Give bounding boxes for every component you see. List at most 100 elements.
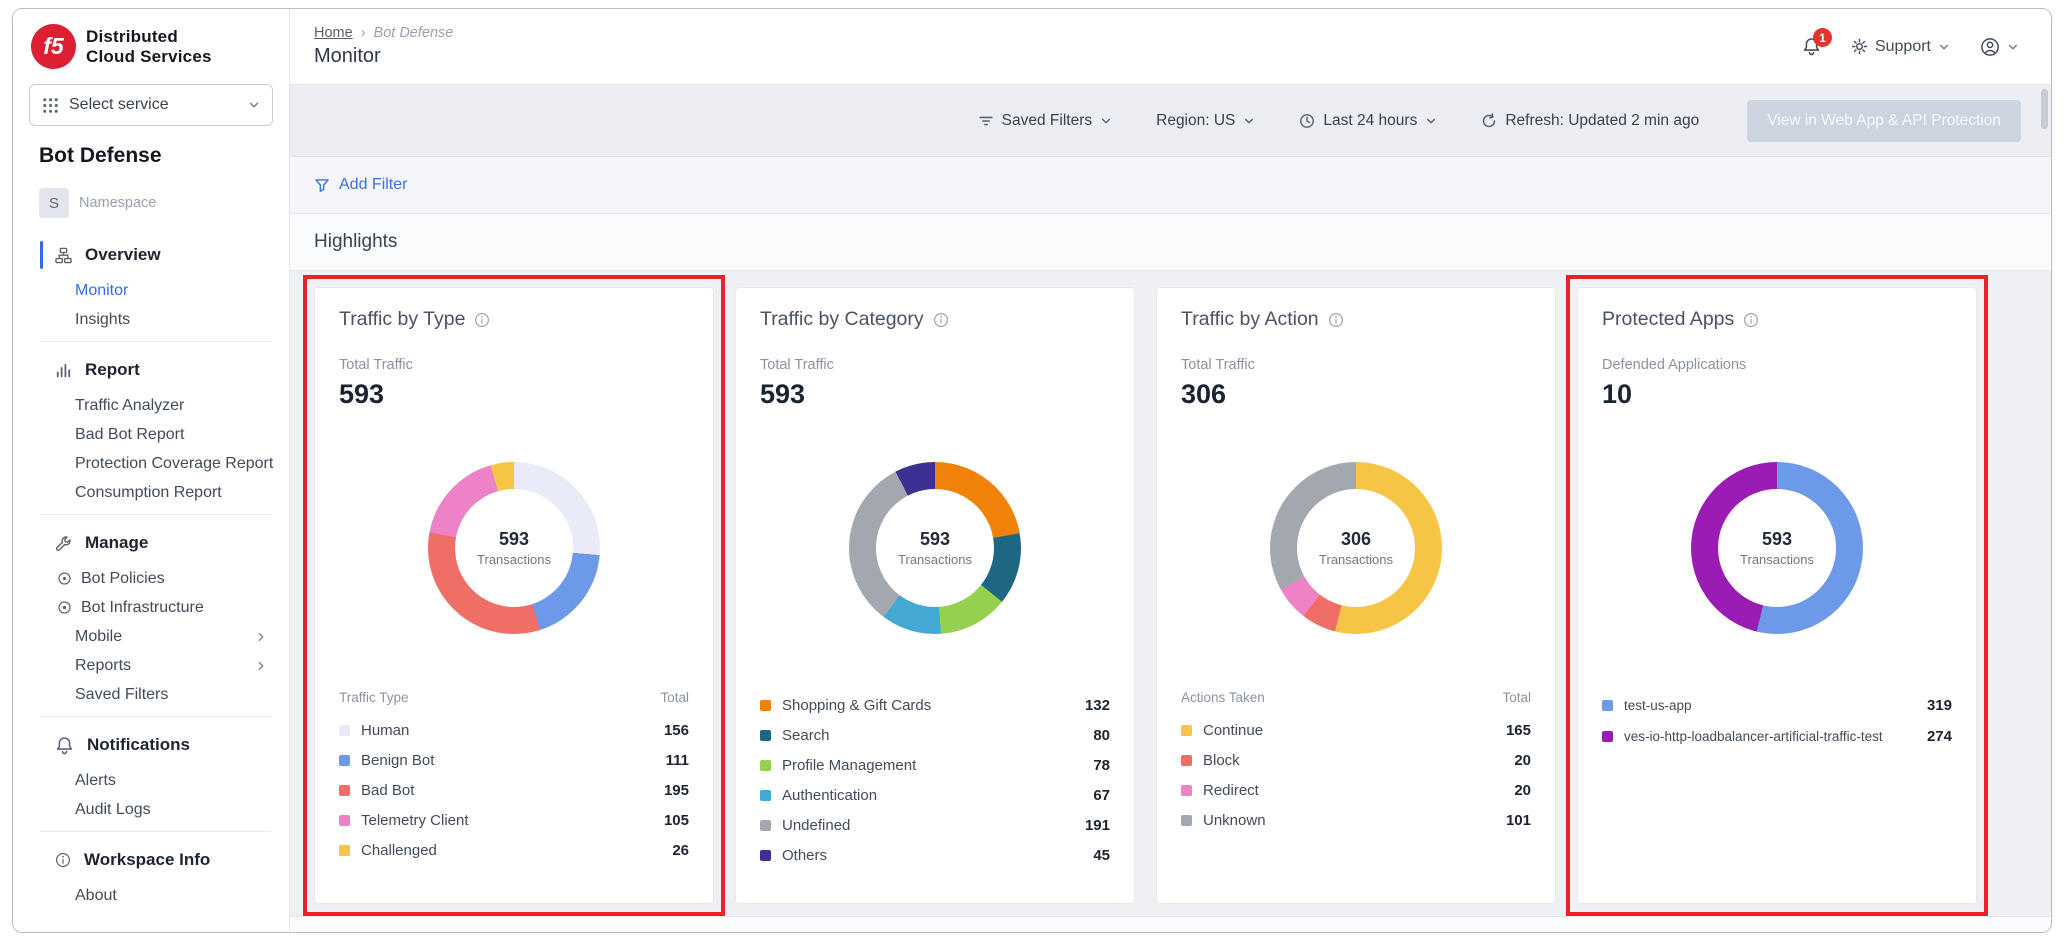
bell-icon xyxy=(55,736,74,755)
wrench-icon xyxy=(55,535,72,552)
sidebar-item-consumption-report[interactable]: Consumption Report xyxy=(13,478,289,507)
legend-value: 101 xyxy=(1505,811,1531,829)
sidebar-item-label: Mobile xyxy=(75,627,123,645)
donut-chart[interactable]: 593 Transactions xyxy=(428,462,600,634)
sidebar-item-label: Insights xyxy=(75,310,131,328)
legend-value: 45 xyxy=(1093,846,1110,864)
info-icon[interactable] xyxy=(1743,312,1759,328)
donut-chart[interactable]: 593 Transactions xyxy=(1691,462,1863,634)
chevron-down-icon xyxy=(248,99,260,111)
notifications-button[interactable]: 1 xyxy=(1802,28,1832,56)
time-range-dropdown[interactable]: Last 24 hours xyxy=(1299,112,1437,130)
chevron-down-icon xyxy=(1938,41,1950,53)
legend-swatch xyxy=(760,819,771,831)
refresh-label: Refresh: Updated 2 min ago xyxy=(1505,111,1700,129)
account-menu[interactable] xyxy=(1980,37,2019,57)
sidebar-section-label: Notifications xyxy=(87,735,190,754)
time-range-label: Last 24 hours xyxy=(1323,111,1418,129)
sidebar-item-about[interactable]: About xyxy=(13,881,289,910)
bar-chart-icon xyxy=(55,362,72,379)
legend-item-telemetry-client[interactable]: Telemetry Client 105 xyxy=(339,805,689,835)
brand-line2: Cloud Services xyxy=(86,46,212,66)
sidebar-section-workspace-info[interactable]: Workspace Info xyxy=(13,839,289,881)
donut-center-label: Transactions xyxy=(898,552,972,567)
card-title: Traffic by Type xyxy=(339,308,466,330)
sidebar-section-report[interactable]: Report xyxy=(13,349,289,391)
info-icon[interactable] xyxy=(933,312,949,328)
namespace-selector[interactable]: S Namespace xyxy=(39,188,289,218)
legend-value: 156 xyxy=(663,721,689,739)
add-filter-label: Add Filter xyxy=(339,176,408,193)
support-menu[interactable]: Support xyxy=(1851,38,1950,56)
legend-swatch xyxy=(760,699,771,711)
legend-item-authentication[interactable]: Authentication 67 xyxy=(760,780,1110,810)
sidebar-section-manage[interactable]: Manage xyxy=(13,522,289,564)
sidebar-item-traffic-analyzer[interactable]: Traffic Analyzer xyxy=(13,391,289,420)
select-service-dropdown[interactable]: Select service xyxy=(29,84,273,126)
legend-item-benign-bot[interactable]: Benign Bot 111 xyxy=(339,745,689,775)
sidebar-item-alerts[interactable]: Alerts xyxy=(13,766,289,795)
support-gear-icon xyxy=(1851,38,1868,55)
info-icon[interactable] xyxy=(474,312,490,328)
legend-item-block[interactable]: Block 20 xyxy=(1181,745,1531,775)
legend-item-human[interactable]: Human 156 xyxy=(339,715,689,745)
legend-item-continue[interactable]: Continue 165 xyxy=(1181,715,1531,745)
donut-chart[interactable]: 593 Transactions xyxy=(849,462,1021,634)
filter-icon xyxy=(978,113,994,129)
legend-value: 78 xyxy=(1093,756,1110,774)
region-dropdown[interactable]: Region: US xyxy=(1156,112,1255,130)
legend-item-profile-management[interactable]: Profile Management 78 xyxy=(760,750,1110,780)
sidebar-item-bad-bot-report[interactable]: Bad Bot Report xyxy=(13,420,289,449)
info-icon[interactable] xyxy=(1328,312,1344,328)
donut-chart[interactable]: 306 Transactions xyxy=(1270,462,1442,634)
legend-label: Profile Management xyxy=(782,756,917,774)
view-in-waap-button[interactable]: View in Web App & API Protection xyxy=(1747,99,2021,142)
legend-label: Block xyxy=(1203,751,1240,769)
legend-item-unknown[interactable]: Unknown 101 xyxy=(1181,805,1531,835)
legend-item-redirect[interactable]: Redirect 20 xyxy=(1181,775,1531,805)
nav-group-report: Report Traffic Analyzer Bad Bot Report Prot… xyxy=(13,349,289,507)
sidebar-item-mobile[interactable]: Mobile xyxy=(13,622,289,651)
brand: f5 Distributed Cloud Services xyxy=(13,9,289,80)
stat-value: 593 xyxy=(339,379,385,409)
refresh-button[interactable]: Refresh: Updated 2 min ago xyxy=(1481,112,1699,130)
legend-label: Challenged xyxy=(361,841,437,859)
scrollbar-thumb[interactable] xyxy=(2041,89,2048,129)
legend-item-others[interactable]: Others 45 xyxy=(760,840,1110,870)
f5-logo: f5 xyxy=(31,24,76,69)
legend-item-shopping-gift-cards[interactable]: Shopping & Gift Cards 132 xyxy=(760,690,1110,720)
sidebar-nav: Overview Monitor Insights Report Traffic Ana… xyxy=(13,230,289,932)
legend-swatch xyxy=(760,729,771,741)
legend-item-search[interactable]: Search 80 xyxy=(760,720,1110,750)
legend-item-test-us-app[interactable]: test-us-app 319 xyxy=(1602,690,1952,721)
sidebar-item-audit-logs[interactable]: Audit Logs xyxy=(13,795,289,824)
saved-filters-dropdown[interactable]: Saved Filters xyxy=(978,112,1112,130)
sidebar-section-overview[interactable]: Overview xyxy=(13,234,289,276)
sidebar-item-label: Bot Policies xyxy=(81,569,165,587)
stat-label: Total Traffic xyxy=(339,357,413,373)
legend-label: Telemetry Client xyxy=(361,811,469,829)
sidebar-item-saved-filters[interactable]: Saved Filters xyxy=(13,680,289,709)
sidebar-item-bot-infrastructure[interactable]: Bot Infrastructure xyxy=(13,593,289,622)
funnel-icon xyxy=(314,177,330,193)
legend-label: Redirect xyxy=(1203,781,1259,799)
sidebar-item-protection-coverage-report[interactable]: Protection Coverage Report xyxy=(13,449,289,478)
legend-label: Shopping & Gift Cards xyxy=(782,696,932,714)
sidebar-item-bot-policies[interactable]: Bot Policies xyxy=(13,564,289,593)
sidebar-section-notifications[interactable]: Notifications xyxy=(13,724,289,766)
legend-swatch xyxy=(1181,814,1192,826)
add-filter-button[interactable]: Add Filter xyxy=(314,176,407,194)
sidebar-item-insights[interactable]: Insights xyxy=(13,305,289,334)
sidebar-item-reports[interactable]: Reports xyxy=(13,651,289,680)
donut-center-value: 593 xyxy=(1761,529,1793,549)
sidebar-item-monitor[interactable]: Monitor xyxy=(13,276,289,305)
legend-item-bad-bot[interactable]: Bad Bot 195 xyxy=(339,775,689,805)
main-area: Home › Bot Defense Monitor 1 Support xyxy=(290,9,2051,932)
legend-item-ves-io-http-loadbalancer-artificial-traffic-test[interactable]: ves-io-http-loadbalancer-artificial-traf… xyxy=(1602,721,1952,752)
legend-swatch xyxy=(1181,784,1192,796)
page-title: Monitor xyxy=(314,45,381,67)
legend-item-challenged[interactable]: Challenged 26 xyxy=(339,835,689,865)
legend-value: 165 xyxy=(1505,721,1531,739)
legend-item-undefined[interactable]: Undefined 191 xyxy=(760,810,1110,840)
breadcrumb-home-link[interactable]: Home xyxy=(314,25,353,41)
